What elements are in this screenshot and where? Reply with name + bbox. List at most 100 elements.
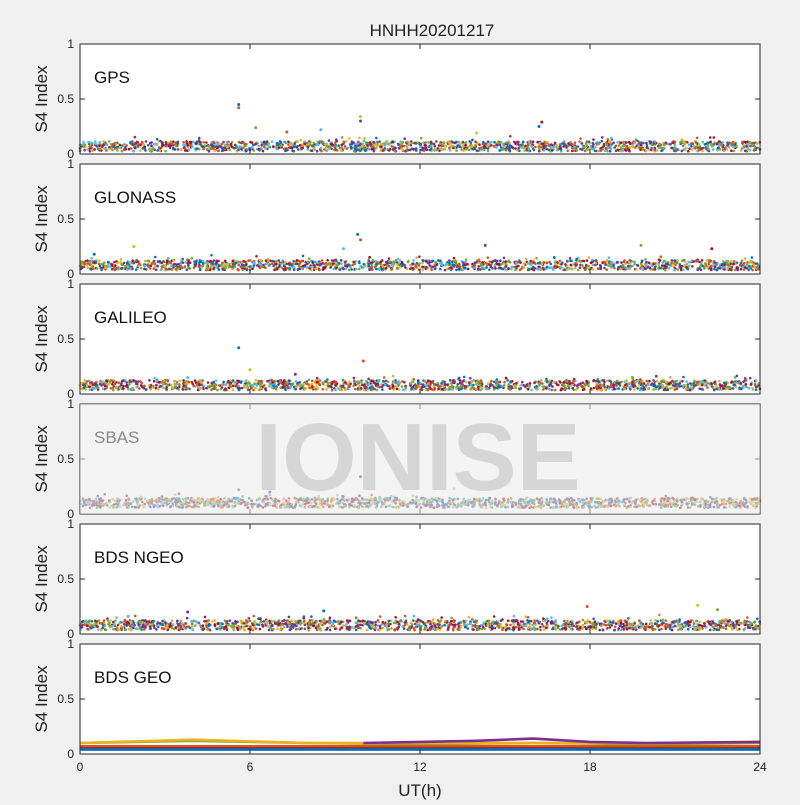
data-point [648, 383, 651, 386]
data-point [629, 382, 632, 385]
data-point [301, 147, 304, 150]
data-point [477, 268, 480, 271]
data-point [531, 145, 534, 148]
data-point [338, 262, 341, 265]
data-point [756, 262, 759, 265]
data-point [419, 144, 422, 147]
data-point [329, 147, 332, 150]
data-point [660, 144, 663, 147]
data-point [348, 137, 351, 140]
data-point [433, 143, 436, 146]
data-point [498, 263, 501, 266]
data-point [461, 145, 464, 148]
data-point [571, 387, 574, 390]
data-point [523, 266, 526, 269]
data-point [740, 268, 743, 271]
data-point [134, 136, 137, 139]
data-point [259, 380, 262, 383]
data-point [723, 150, 726, 153]
data-point [91, 150, 94, 153]
data-point [112, 143, 115, 146]
data-point [90, 261, 93, 264]
data-point [510, 268, 513, 271]
data-point [208, 145, 211, 148]
data-point [722, 146, 725, 149]
data-point [722, 387, 725, 390]
data-point [453, 257, 456, 260]
data-point [490, 380, 493, 383]
data-point [166, 383, 169, 386]
data-point [278, 265, 281, 268]
data-point [307, 146, 310, 149]
data-point [311, 380, 314, 383]
data-point [96, 384, 99, 387]
data-point [406, 144, 409, 147]
data-point [102, 140, 105, 143]
data-point [592, 268, 595, 271]
data-point [119, 144, 122, 147]
data-point [399, 259, 402, 262]
data-point [507, 259, 510, 262]
data-point [306, 380, 309, 383]
data-point [143, 264, 146, 267]
data-point [232, 263, 235, 266]
data-point [748, 141, 751, 144]
data-point [87, 141, 90, 144]
data-point [584, 268, 587, 271]
data-point [303, 383, 306, 386]
data-point [711, 385, 714, 388]
data-point [443, 381, 446, 384]
data-point [415, 149, 418, 152]
data-point [392, 148, 395, 151]
data-point [736, 267, 739, 270]
data-point [622, 145, 625, 148]
data-point [142, 143, 145, 146]
data-point [126, 262, 129, 265]
data-point [101, 267, 104, 270]
data-point [455, 149, 458, 152]
data-point [681, 150, 684, 153]
data-point [102, 143, 105, 146]
data-point [385, 267, 388, 270]
data-point [494, 267, 497, 270]
data-point [551, 389, 554, 392]
data-point [457, 383, 460, 386]
data-point [179, 379, 182, 382]
data-point [362, 266, 365, 269]
data-point [409, 384, 412, 387]
data-point [318, 269, 321, 272]
data-point [348, 384, 351, 387]
data-point [156, 265, 159, 268]
data-point [579, 137, 582, 140]
data-point [582, 381, 585, 384]
data-point [111, 149, 114, 152]
data-point [701, 265, 704, 268]
data-point [439, 385, 442, 388]
data-point [574, 267, 577, 270]
data-point [535, 385, 538, 388]
data-point [284, 383, 287, 386]
data-point [542, 261, 545, 264]
data-point [497, 142, 500, 145]
data-point [380, 143, 383, 146]
data-point [111, 268, 114, 271]
data-point [302, 255, 305, 258]
data-point [233, 265, 236, 268]
data-point [608, 141, 611, 144]
data-point [604, 388, 607, 391]
data-point [711, 143, 714, 146]
data-point [165, 268, 168, 271]
data-point [220, 264, 223, 267]
data-point [224, 387, 227, 390]
data-point [490, 144, 493, 147]
data-point [336, 149, 339, 152]
data-point [749, 377, 752, 380]
x-axis-label: UT(h) [398, 781, 441, 800]
data-point [124, 379, 127, 382]
data-point [550, 382, 553, 385]
data-point [513, 266, 516, 269]
data-point [298, 381, 301, 384]
data-point [106, 380, 109, 383]
data-point [620, 261, 623, 264]
data-point [232, 388, 235, 391]
